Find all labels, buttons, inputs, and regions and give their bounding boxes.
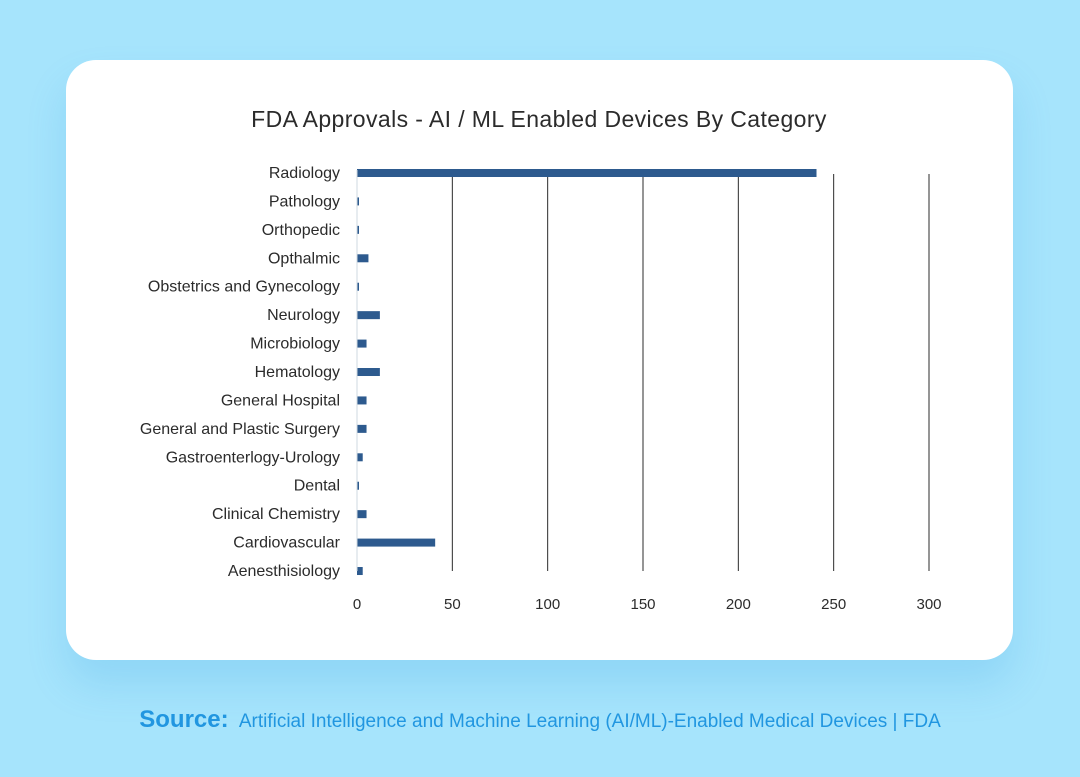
x-tick-label: 0: [353, 596, 361, 613]
bar: [357, 481, 359, 490]
x-tick-label: 200: [726, 596, 751, 613]
bar: [357, 339, 367, 348]
category-label: Radiology: [269, 165, 340, 182]
category-label: General and Plastic Surgery: [140, 421, 340, 438]
category-label: Hematology: [255, 364, 340, 381]
chart-title: FDA Approvals - AI / ML Enabled Devices …: [251, 106, 827, 132]
bar: [357, 197, 359, 206]
x-tick-label: 250: [821, 596, 846, 613]
source-label: Source:: [139, 706, 229, 733]
bar: [357, 282, 359, 291]
category-label: Obstetrics and Gynecology: [148, 279, 340, 296]
category-label: Dental: [294, 478, 340, 495]
bar: [357, 538, 436, 547]
bar: [357, 424, 367, 433]
source-citation: Source: Artificial Intelligence and Mach…: [0, 706, 1080, 734]
bar: [357, 225, 359, 234]
category-label: Neurology: [267, 307, 340, 324]
bar: [357, 254, 369, 263]
x-tick-label: 150: [630, 596, 655, 613]
category-label: General Hospital: [221, 392, 340, 409]
category-label: Opthalmic: [268, 250, 340, 267]
category-label: Orthopedic: [262, 222, 340, 239]
category-label: Clinical Chemistry: [212, 506, 340, 523]
source-text[interactable]: Artificial Intelligence and Machine Lear…: [238, 711, 941, 732]
category-label: Aenesthisiology: [228, 563, 340, 580]
x-tick-label: 50: [444, 596, 461, 613]
category-label: Microbiology: [250, 336, 340, 353]
category-label: Pathology: [269, 193, 340, 210]
bar: [357, 169, 817, 177]
bar: [357, 396, 367, 405]
chart-card: [66, 60, 1013, 660]
x-tick-label: 300: [916, 596, 941, 613]
x-tick-label: 100: [535, 596, 560, 613]
bar: [357, 311, 380, 320]
bar: [357, 453, 363, 462]
bar: [357, 567, 363, 576]
bar: [357, 510, 367, 519]
category-label: Gastroenterlogy-Urology: [166, 449, 340, 466]
category-label: Cardiovascular: [233, 535, 340, 552]
bar: [357, 368, 380, 377]
